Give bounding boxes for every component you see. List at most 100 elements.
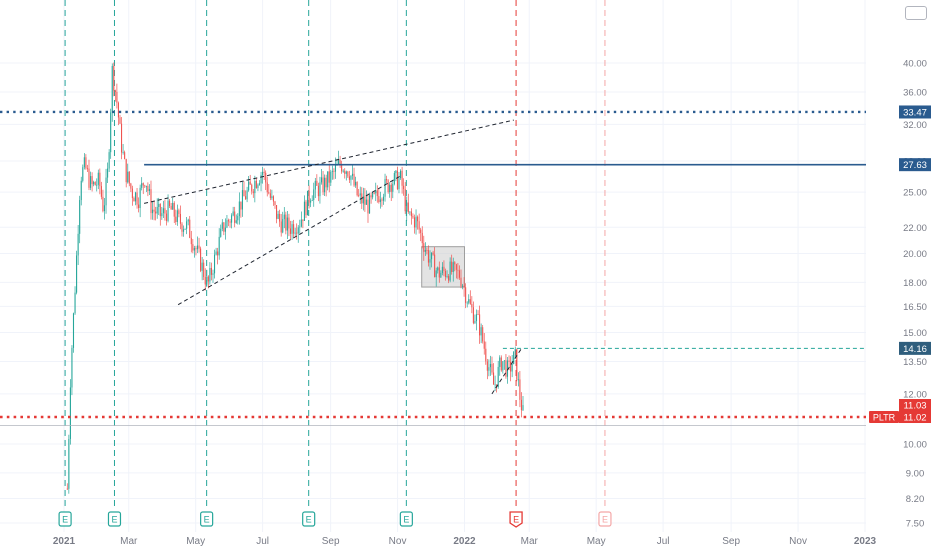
candle <box>319 176 321 204</box>
candle-body <box>322 177 324 193</box>
candle-body <box>510 361 512 372</box>
candle <box>151 201 154 220</box>
candle <box>231 213 233 229</box>
earnings-marker[interactable]: E <box>302 511 316 527</box>
time-tick-label: Nov <box>389 536 407 547</box>
candle-body <box>426 250 428 251</box>
earnings-marker[interactable]: E <box>399 511 413 527</box>
candle <box>396 166 398 191</box>
price-label: 14.16 <box>903 344 927 355</box>
candle <box>187 218 189 226</box>
candle-body <box>265 172 267 183</box>
candle-body <box>522 405 524 411</box>
candle <box>324 174 326 196</box>
candle-body <box>107 168 109 178</box>
earnings-marker[interactable]: E <box>58 511 72 527</box>
candle <box>198 237 200 253</box>
candle-body <box>319 182 321 197</box>
price-tick-label: 36.00 <box>903 87 927 98</box>
candle-body <box>79 200 81 234</box>
candle <box>441 262 443 276</box>
candle <box>302 219 304 229</box>
candle-body <box>167 200 169 221</box>
candle <box>469 290 471 305</box>
candle <box>257 183 259 192</box>
candle <box>424 242 426 256</box>
candle-body <box>513 351 515 365</box>
candle-body <box>179 213 181 224</box>
candle <box>234 206 236 228</box>
candle-body <box>198 245 200 249</box>
candle <box>235 214 237 224</box>
candle <box>362 187 364 211</box>
candle <box>342 169 344 173</box>
price-label: 11.02 <box>903 413 926 424</box>
candle-body <box>297 227 299 234</box>
candle-body <box>243 190 245 197</box>
earnings-marker-shape <box>598 511 612 527</box>
candle <box>461 283 464 290</box>
earnings-marker[interactable]: E <box>200 511 214 527</box>
earnings-marker[interactable]: E <box>598 511 612 527</box>
candle <box>356 181 358 197</box>
candle <box>218 228 220 260</box>
candle <box>120 117 123 160</box>
candle <box>392 180 394 199</box>
candle <box>359 186 361 204</box>
candle <box>226 215 228 229</box>
candle-body <box>237 216 239 221</box>
candle-body <box>454 262 456 265</box>
candle <box>189 215 191 239</box>
candle-body <box>279 213 281 222</box>
earnings-marker[interactable]: E <box>107 511 122 527</box>
candle <box>475 309 478 331</box>
candle-body <box>505 360 507 377</box>
chart-settings-button[interactable] <box>905 6 927 20</box>
candle <box>96 178 98 192</box>
candle <box>66 483 68 490</box>
candle <box>169 199 171 208</box>
candle <box>437 266 439 274</box>
candle-body <box>289 228 292 234</box>
candle <box>203 259 205 281</box>
candle-body <box>413 217 416 228</box>
candle <box>451 254 453 275</box>
candle-body <box>69 387 71 439</box>
candle-body <box>164 208 166 214</box>
candle-body <box>71 347 73 388</box>
earnings-label: E <box>403 515 409 525</box>
candle <box>510 356 512 382</box>
candle <box>491 356 493 375</box>
candle <box>207 275 209 289</box>
candle-body <box>193 248 195 251</box>
candle-body <box>234 211 236 223</box>
candle <box>344 168 346 179</box>
candle <box>262 166 264 184</box>
candle <box>223 221 225 236</box>
price-label-box <box>899 399 931 424</box>
candle-body <box>77 233 79 256</box>
candle <box>153 200 155 221</box>
candle-body <box>86 168 88 170</box>
candle-body <box>215 251 217 255</box>
earnings-marker[interactable]: E <box>509 511 523 528</box>
candle-body <box>76 255 78 293</box>
candle-body <box>238 201 240 217</box>
candle <box>114 89 116 102</box>
candle-body <box>412 216 414 218</box>
candle-body <box>212 273 214 275</box>
candle-body <box>147 185 149 191</box>
candle-body <box>99 172 101 187</box>
candle-body <box>178 210 180 214</box>
candle <box>173 201 175 224</box>
time-tick-label: 2023 <box>854 536 877 547</box>
time-tick-label: May <box>587 536 606 547</box>
trendline <box>143 119 514 204</box>
candle-body <box>463 285 465 288</box>
candle <box>465 283 467 309</box>
candle-body <box>93 182 95 185</box>
candle-body <box>200 248 202 271</box>
candle-body <box>184 228 186 230</box>
